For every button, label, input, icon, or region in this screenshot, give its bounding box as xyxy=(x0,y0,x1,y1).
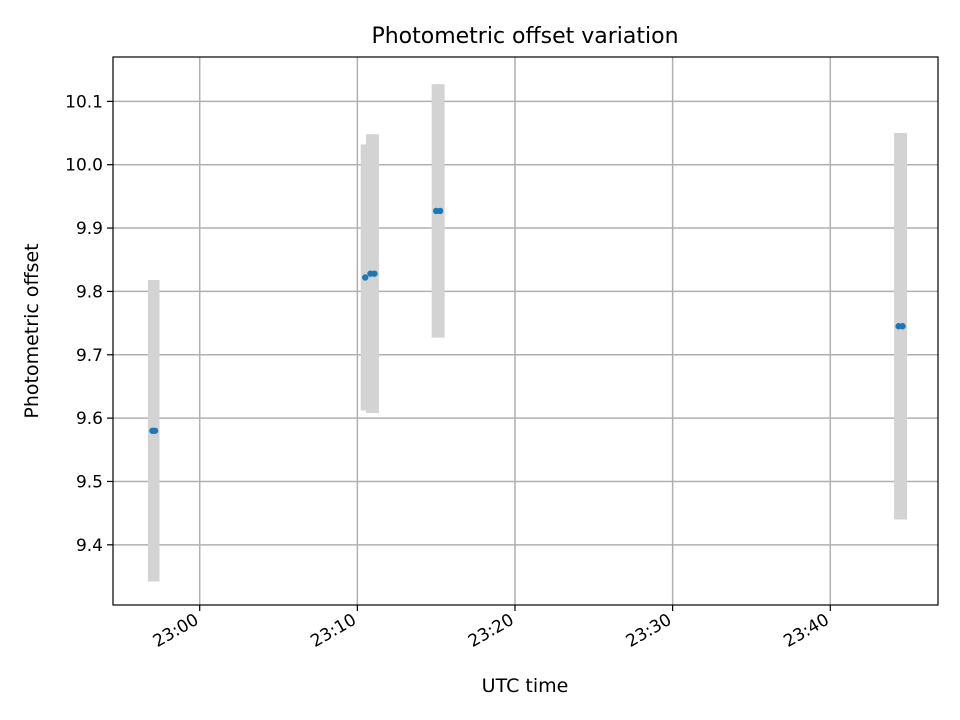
data-point xyxy=(436,207,444,215)
data-point xyxy=(371,270,378,277)
data-point xyxy=(899,323,906,330)
data-point xyxy=(151,427,159,434)
y-tick-label: 9.6 xyxy=(76,409,103,429)
grid xyxy=(113,57,938,605)
chart-title: Photometric offset variation xyxy=(371,24,678,49)
y-tick-label: 10.1 xyxy=(65,92,103,112)
plot-frame xyxy=(112,56,939,606)
plot-area xyxy=(113,57,938,605)
data-point xyxy=(362,274,369,281)
y-tick-label: 9.8 xyxy=(76,282,103,302)
y-axis-label: Photometric offset xyxy=(21,243,43,418)
data-points xyxy=(149,207,906,434)
y-tick-label: 10.0 xyxy=(65,156,103,176)
y-tick-label: 9.7 xyxy=(76,346,103,366)
y-tick-label: 9.9 xyxy=(76,219,103,239)
y-tick-label: 9.4 xyxy=(76,536,103,556)
y-tick-label: 9.5 xyxy=(76,472,103,492)
x-axis-label: UTC time xyxy=(482,675,569,697)
